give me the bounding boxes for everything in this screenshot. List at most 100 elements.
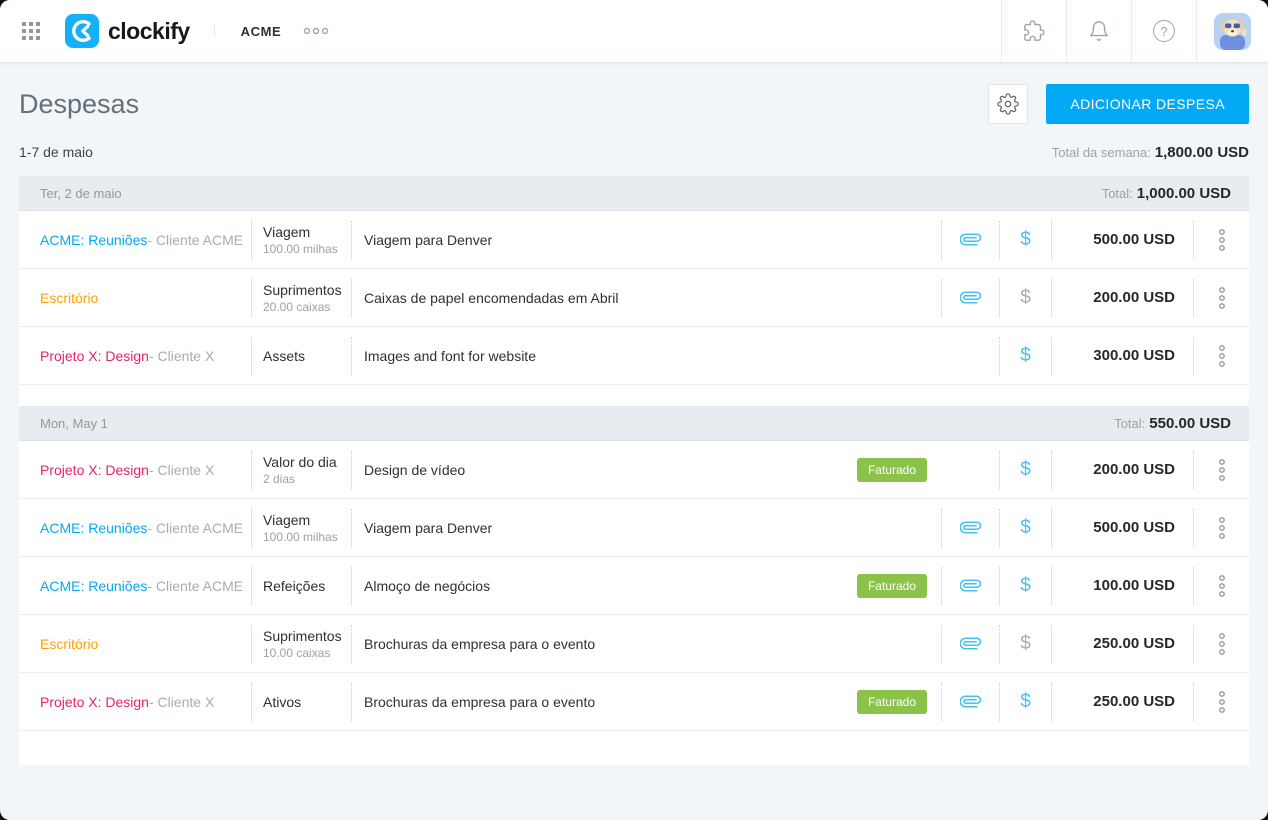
expense-groups: Ter, 2 de maio Total: 1,000.00 USD ACME: … [19, 176, 1249, 765]
category-name: Ativos [263, 693, 302, 710]
apps-grid-icon [22, 21, 40, 40]
project-cell: Escritório [19, 279, 251, 317]
kebab-menu-icon [1218, 632, 1225, 655]
description-cell: Brochuras da empresa para o evento [351, 624, 941, 663]
attachment-cell[interactable] [941, 220, 999, 259]
row-menu-button[interactable] [1193, 278, 1249, 317]
expense-description: Caixas de papel encomendadas em Abril [364, 289, 619, 306]
project-name[interactable]: Projeto X: Design [40, 461, 149, 478]
category-cell: Suprimentos 20.00 caixas [251, 278, 351, 317]
row-menu-button[interactable] [1193, 508, 1249, 547]
project-cell: Projeto X: Design - Cliente X [19, 451, 251, 489]
row-menu-button[interactable] [1193, 336, 1249, 375]
project-name[interactable]: Escritório [40, 635, 99, 652]
profile-button[interactable] [1196, 0, 1268, 63]
top-bar-divider [213, 25, 215, 37]
group-total-label: Total: [1114, 415, 1146, 431]
paperclip-icon [960, 291, 981, 304]
expense-row: ACME: Reuniões - Cliente ACME Viagem 100… [19, 211, 1249, 269]
expense-description: Viagem para Denver [364, 231, 493, 248]
expense-row: ACME: Reuniões - Cliente ACME Viagem 100… [19, 499, 1249, 557]
row-menu-button[interactable] [1193, 450, 1249, 489]
week-total-value: 1,800.00 USD [1154, 144, 1249, 161]
project-cell: ACME: Reuniões - Cliente ACME [19, 509, 251, 547]
puzzle-icon [1024, 20, 1045, 41]
workspace-selector[interactable]: ACME [240, 23, 282, 39]
kebab-menu-icon [1218, 344, 1225, 367]
expense-row: Escritório Suprimentos 10.00 caixas Broc… [19, 615, 1249, 673]
group-header: Mon, May 1 Total: 550.00 USD [19, 406, 1249, 441]
add-expense-button[interactable]: ADICIONAR DESPESA [1046, 84, 1249, 124]
project-cell: Projeto X: Design - Cliente X [19, 683, 251, 721]
page-title: Despesas [19, 88, 140, 119]
project-name[interactable]: Projeto X: Design [40, 693, 149, 710]
invoiced-badge: Faturado [856, 689, 927, 714]
billable-cell: $ [999, 508, 1051, 547]
project-name[interactable]: ACME: Reuniões [40, 577, 148, 594]
client-name: - Cliente ACME [147, 231, 244, 248]
kebab-menu-icon [1218, 228, 1225, 251]
billable-cell: $ [999, 278, 1051, 317]
description-cell: Caixas de papel encomendadas em Abril [351, 278, 941, 317]
top-bar-right: ? [1001, 0, 1268, 63]
expense-description: Almoço de negócios [364, 577, 491, 594]
category-name: Viagem [263, 511, 311, 528]
week-total-label: Total da semana: [1051, 145, 1151, 160]
amount-cell: 100.00 USD [1051, 566, 1193, 605]
project-name[interactable]: ACME: Reuniões [40, 231, 148, 248]
notifications-button[interactable] [1066, 0, 1131, 63]
attachment-cell[interactable] [941, 566, 999, 605]
expense-description: Brochuras da empresa para o evento [364, 635, 596, 652]
workspace-more-button[interactable] [303, 27, 329, 35]
attachment-cell[interactable] [941, 508, 999, 547]
row-menu-button[interactable] [1193, 566, 1249, 605]
week-range-label: 1-7 de maio [19, 144, 93, 160]
project-cell: Projeto X: Design - Cliente X [19, 337, 251, 375]
billable-icon: $ [1020, 574, 1031, 596]
expense-settings-button[interactable] [988, 84, 1029, 124]
client-name: - Cliente X [148, 693, 215, 710]
kebab-menu-icon [1218, 458, 1225, 481]
row-menu-button[interactable] [1193, 624, 1249, 663]
category-name: Suprimentos [263, 281, 342, 298]
invoiced-badge: Faturado [856, 573, 927, 598]
apps-grid-button[interactable] [0, 21, 55, 41]
project-name[interactable]: ACME: Reuniões [40, 519, 148, 536]
expense-row: Projeto X: Design - Cliente X Valor do d… [19, 441, 1249, 499]
category-quantity: 10.00 caixas [263, 645, 331, 660]
category-cell: Valor do dia 2 dias [251, 450, 351, 489]
clockify-logo-icon [65, 14, 99, 48]
group-header: Ter, 2 de maio Total: 1,000.00 USD [19, 176, 1249, 211]
brand-wordmark: clockify [108, 17, 190, 44]
attachment-cell[interactable] [941, 624, 999, 663]
attachment-cell [941, 451, 999, 489]
paperclip-icon [960, 579, 981, 592]
row-menu-button[interactable] [1193, 682, 1249, 721]
amount-cell: 500.00 USD [1051, 220, 1193, 259]
description-cell: Design de vídeo Faturado [351, 450, 941, 489]
clockify-logo[interactable]: clockify [55, 14, 200, 48]
invoiced-badge: Faturado [856, 457, 927, 482]
row-menu-button[interactable] [1193, 220, 1249, 259]
gear-icon [997, 93, 1020, 115]
attachment-cell[interactable] [941, 682, 999, 721]
top-bar: clockify ACME [0, 0, 1268, 63]
ellipsis-icon [304, 27, 329, 35]
billable-icon: $ [1020, 516, 1031, 538]
project-name[interactable]: Projeto X: Design [40, 347, 149, 364]
project-name[interactable]: Escritório [40, 289, 99, 306]
description-cell: Brochuras da empresa para o evento Fatur… [351, 682, 941, 721]
group-date: Mon, May 1 [40, 415, 108, 431]
integrations-button[interactable] [1001, 0, 1066, 63]
expense-row: ACME: Reuniões - Cliente ACME Refeições … [19, 557, 1249, 615]
billable-icon: $ [1020, 286, 1031, 308]
attachment-cell[interactable] [941, 278, 999, 317]
amount: 250.00 USD [1093, 635, 1175, 652]
week-total: Total da semana: 1,800.00 USD [1052, 144, 1249, 161]
category-quantity: 20.00 caixas [263, 299, 331, 314]
page-header: Despesas ADICIONAR DESPESA [19, 63, 1249, 124]
group-total-value: 550.00 USD [1149, 414, 1231, 432]
help-button[interactable]: ? [1131, 0, 1196, 63]
category-cell: Viagem 100.00 milhas [251, 220, 351, 259]
